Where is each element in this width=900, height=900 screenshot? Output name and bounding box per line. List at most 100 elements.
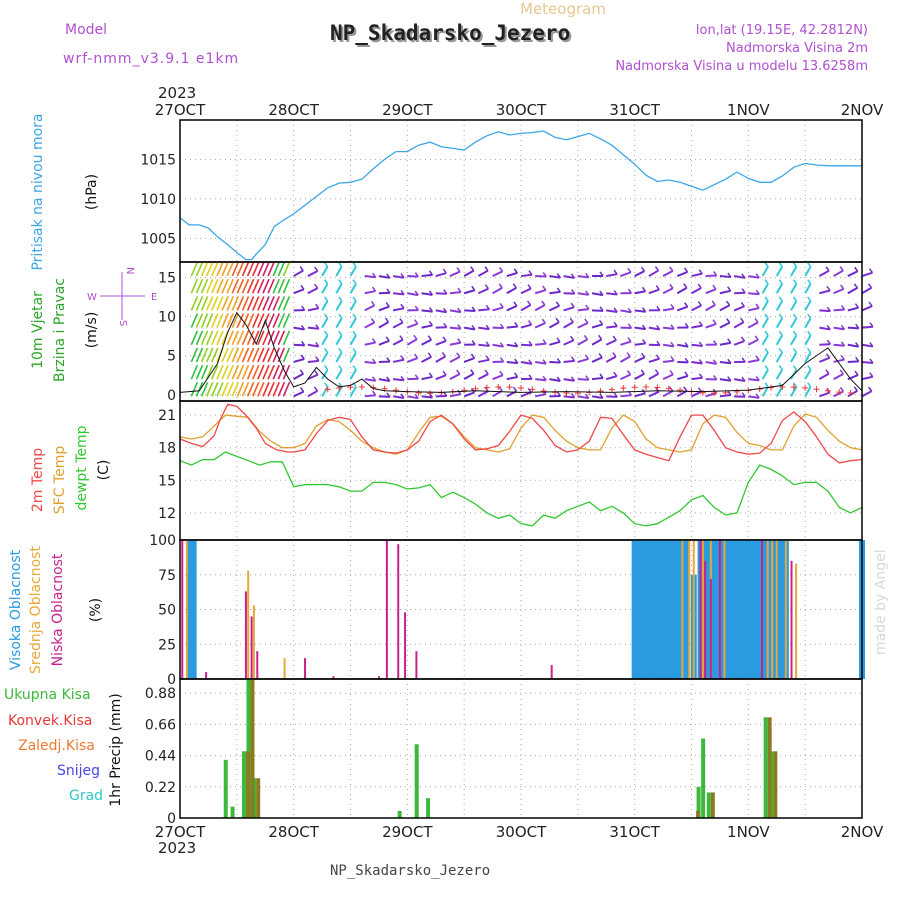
high-cloud-bar — [664, 540, 671, 679]
wind-barb — [307, 373, 319, 381]
wind-barb-flag — [527, 320, 533, 326]
wind-barb — [719, 378, 731, 382]
wind-barb — [833, 308, 845, 312]
wind-barb — [321, 300, 329, 311]
wind-barb — [662, 373, 674, 381]
wind-barb — [200, 381, 209, 397]
wind-barb — [535, 360, 547, 365]
wind-barb — [463, 326, 476, 331]
wind-barb-flag — [443, 322, 448, 328]
wind-barb-flag — [613, 392, 618, 398]
wind-barb — [662, 326, 675, 330]
wind-barb-flag — [372, 358, 377, 364]
wind-barb — [847, 326, 859, 330]
wind-barb — [226, 313, 234, 328]
wind-barb — [861, 271, 873, 278]
wind-gust-marker — [324, 386, 331, 393]
wind-barb-flag — [386, 288, 391, 294]
wind-barb — [231, 347, 240, 363]
wind-barb — [563, 359, 575, 363]
wind-barb — [534, 289, 547, 295]
wind-barb — [549, 340, 561, 346]
wind-barb — [775, 317, 784, 329]
y-tick-label: 15 — [158, 473, 176, 489]
wind-barb — [634, 326, 646, 331]
mid-cloud-bar — [784, 540, 787, 679]
wind-barb-flag — [338, 279, 343, 285]
wind-barb-flag — [314, 370, 319, 376]
wind-gust-marker — [608, 386, 615, 393]
wind-barb-flag — [764, 262, 769, 267]
wind-barb — [277, 296, 286, 311]
total-precip-bar — [426, 798, 431, 818]
wind-barb-flag — [352, 347, 357, 353]
wind-barb-flag — [371, 376, 377, 382]
wind-barb-flag — [456, 267, 461, 272]
wind-barb — [435, 374, 447, 381]
wind-barb-flag — [669, 266, 674, 272]
wind-barb — [449, 341, 461, 346]
year-bottom: 2023 — [158, 839, 196, 857]
convective-precip-bar — [696, 810, 701, 818]
wind-barb-flag — [386, 376, 391, 382]
wind-barb-flag — [484, 284, 490, 290]
wind-barb-flag — [352, 313, 357, 319]
wind-barb-flag — [314, 283, 319, 289]
mid-cloud-bar — [283, 658, 286, 679]
wind-barb — [293, 269, 304, 277]
wind-barb — [719, 304, 731, 312]
wind-barb — [349, 334, 357, 346]
wind-barb — [620, 340, 632, 346]
wind-barb — [577, 292, 589, 296]
wind-barb-flag — [698, 321, 703, 327]
wind-barb-flag — [825, 266, 830, 272]
y-tick-label: 100 — [149, 533, 176, 549]
y-tick-label: 0.22 — [145, 780, 176, 796]
wind-barb-flag — [315, 303, 320, 309]
wind-barb — [492, 270, 503, 277]
wind-barb-flag — [855, 356, 860, 362]
wind-gust-marker — [506, 384, 513, 391]
wind-barb — [252, 364, 260, 380]
wind-barb-flag — [727, 390, 732, 396]
wind-barb-flag — [338, 365, 343, 371]
wind-barb-flag — [338, 296, 343, 302]
wind-barb — [691, 287, 702, 295]
wind-barb-flag — [323, 347, 329, 353]
wind-gust-marker — [518, 385, 524, 392]
wind-barb-flag — [498, 386, 503, 392]
wind-barb-flag — [741, 288, 746, 294]
wind-barb — [236, 330, 245, 346]
wind-barb — [506, 375, 518, 381]
wind-barb-flag — [400, 303, 405, 309]
wind-barb — [211, 347, 219, 363]
wind-barb — [648, 288, 660, 295]
wind-barb-flag — [556, 337, 561, 343]
wind-barb — [257, 261, 265, 277]
wind-barb — [548, 321, 560, 329]
wind-barb — [520, 360, 533, 365]
wind-barb — [833, 287, 845, 295]
wind-barb — [190, 364, 199, 380]
wind-barb — [463, 289, 476, 295]
wind-barb — [231, 381, 240, 397]
wind-barb-flag — [400, 289, 405, 295]
high-cloud-bar — [740, 540, 747, 679]
temp-ylabel-3: dewpt Temp — [74, 425, 90, 510]
wind-gust-marker — [677, 387, 684, 394]
high-cloud-bar — [712, 540, 719, 679]
low-cloud-bar — [256, 651, 259, 679]
temp-unit: (C) — [96, 460, 112, 481]
lonlat-text: lon,lat (19.15E, 42.2812N) — [696, 23, 868, 38]
wind-barb — [591, 395, 604, 399]
wind-barb — [676, 271, 688, 277]
mid-cloud-bar — [701, 540, 704, 679]
wind-barb-flag — [713, 375, 718, 380]
wind-barb — [634, 392, 646, 398]
wind-barb — [662, 287, 674, 295]
y-tick-label: 0 — [167, 811, 176, 827]
wind-barb-flag — [727, 358, 732, 364]
wind-barb — [378, 395, 390, 398]
total-precip-bar — [701, 738, 706, 818]
wind-barb — [449, 270, 461, 277]
